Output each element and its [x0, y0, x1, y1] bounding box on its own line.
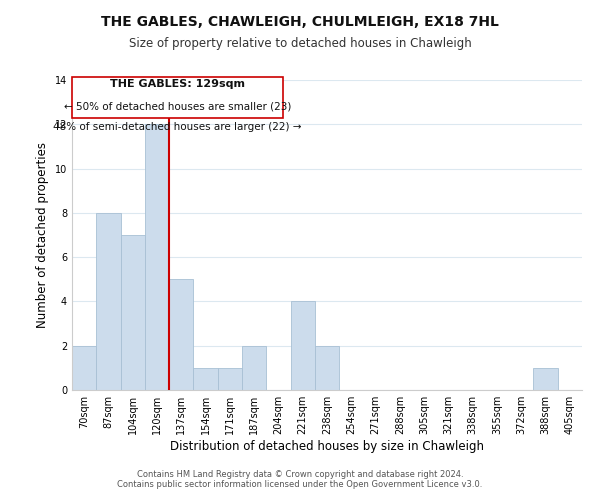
- Bar: [169, 280, 193, 390]
- Bar: [72, 346, 96, 390]
- Text: Size of property relative to detached houses in Chawleigh: Size of property relative to detached ho…: [128, 38, 472, 51]
- Bar: [315, 346, 339, 390]
- Bar: [193, 368, 218, 390]
- X-axis label: Distribution of detached houses by size in Chawleigh: Distribution of detached houses by size …: [170, 440, 484, 453]
- Bar: [242, 346, 266, 390]
- Bar: [96, 213, 121, 390]
- Bar: [121, 235, 145, 390]
- Text: THE GABLES, CHAWLEIGH, CHULMLEIGH, EX18 7HL: THE GABLES, CHAWLEIGH, CHULMLEIGH, EX18 …: [101, 15, 499, 29]
- Text: Contains public sector information licensed under the Open Government Licence v3: Contains public sector information licen…: [118, 480, 482, 489]
- Text: Contains HM Land Registry data © Crown copyright and database right 2024.: Contains HM Land Registry data © Crown c…: [137, 470, 463, 479]
- Bar: [218, 368, 242, 390]
- Text: 48% of semi-detached houses are larger (22) →: 48% of semi-detached houses are larger (…: [53, 122, 302, 132]
- Text: THE GABLES: 129sqm: THE GABLES: 129sqm: [110, 79, 245, 89]
- Bar: [145, 124, 169, 390]
- Bar: [290, 302, 315, 390]
- Text: ← 50% of detached houses are smaller (23): ← 50% of detached houses are smaller (23…: [64, 102, 292, 112]
- Bar: [533, 368, 558, 390]
- Y-axis label: Number of detached properties: Number of detached properties: [36, 142, 49, 328]
